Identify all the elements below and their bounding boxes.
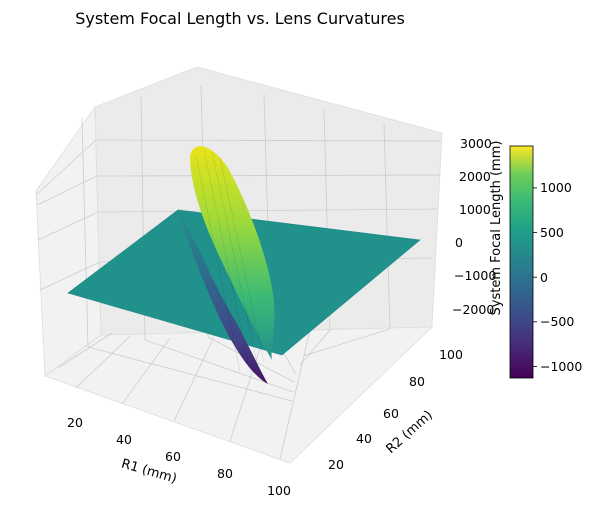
y-tick-label: 60: [383, 406, 399, 421]
surface: [67, 146, 421, 384]
colorbar-tick-label: −1000: [540, 359, 582, 374]
z-axis-label: System Focal Length (mm): [489, 141, 504, 316]
colorbar-tick-label: 500: [540, 225, 564, 240]
colorbar-tick-label: −500: [540, 314, 574, 329]
z-tick-label: −2000: [452, 302, 494, 317]
surface-mesh: [195, 149, 265, 373]
x-tick-label: 80: [217, 466, 233, 481]
x-tick-label: 100: [267, 483, 291, 498]
colorbar-tick-label: 0: [540, 270, 548, 285]
y-tick-label: 80: [409, 374, 425, 389]
left-pane: [35, 105, 102, 377]
x-tick-label: 20: [67, 415, 83, 430]
y-tick-label: 20: [328, 457, 344, 472]
y-tick-label: 100: [439, 347, 463, 362]
z-axis: −2000 −1000 0 1000 2000 3000 System Foca…: [452, 136, 504, 317]
z-tick-label: 0: [455, 235, 463, 250]
colorbar: −1000 −500 0 500 1000: [509, 145, 582, 379]
z-tick-label: −1000: [454, 268, 496, 283]
surface-negative-lobe: [178, 210, 268, 384]
z-tick-label: 3000: [460, 136, 492, 151]
surface-positive-lobe: [190, 146, 275, 360]
x-tick-label: 60: [165, 449, 181, 464]
y-tick-label: 40: [356, 431, 372, 446]
colorbar-gradient: [509, 145, 534, 379]
z-tick-label: 1000: [459, 202, 491, 217]
z-tick-label: 2000: [459, 169, 491, 184]
grid-lines: [35, 85, 442, 460]
colorbar-tick-label: 1000: [540, 180, 572, 195]
x-tick-label: 40: [116, 432, 132, 447]
chart-title: System Focal Length vs. Lens Curvatures: [75, 9, 405, 28]
